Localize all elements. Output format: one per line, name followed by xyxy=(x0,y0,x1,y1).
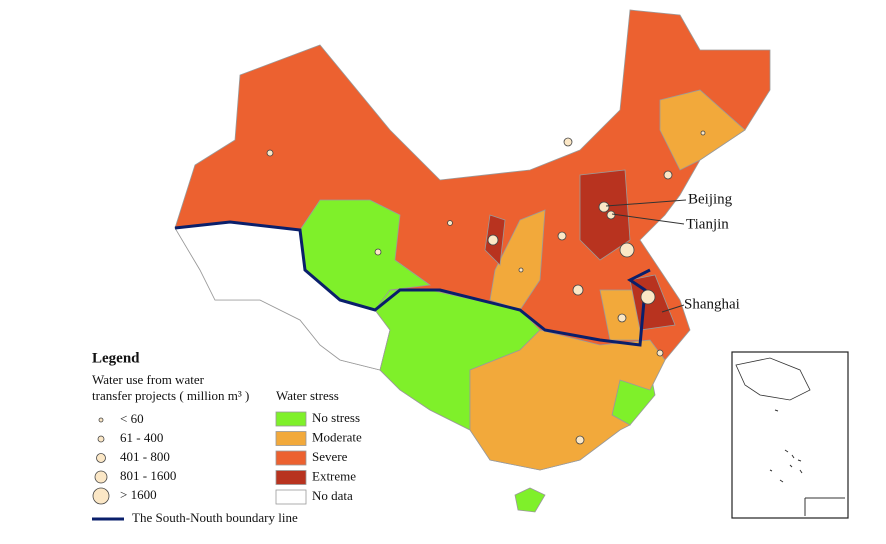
city-labels: Beijing Tianjin Shanghai xyxy=(605,191,740,313)
stress-label: Extreme xyxy=(312,468,356,483)
dot xyxy=(575,435,585,445)
region-moderate xyxy=(659,89,746,171)
dot xyxy=(572,284,584,296)
size-symbol xyxy=(98,417,104,423)
inset-frame xyxy=(731,351,849,519)
inset-outline xyxy=(735,357,811,401)
size-symbol xyxy=(96,453,106,463)
dot xyxy=(598,201,610,213)
city-label: Beijing xyxy=(688,191,733,207)
dot xyxy=(656,349,664,357)
regions xyxy=(174,9,771,513)
stress-label: No stress xyxy=(312,410,360,425)
size-symbol xyxy=(92,487,110,505)
stress-swatch xyxy=(275,450,307,466)
legend: Legend Water use from water transfer pro… xyxy=(92,350,362,525)
city-label: Tianjin xyxy=(686,216,729,232)
size-label: > 1600 xyxy=(120,487,157,502)
leader-line xyxy=(661,304,685,313)
stress-swatch xyxy=(275,470,307,485)
stress-label: No data xyxy=(312,488,353,503)
stress-label: Moderate xyxy=(312,429,362,444)
size-title: transfer projects ( million m³ ) xyxy=(92,388,249,403)
size-label: 801 - 1600 xyxy=(120,468,176,483)
city-label: Shanghai xyxy=(684,296,740,312)
dot xyxy=(518,267,524,273)
size-label: < 60 xyxy=(120,411,144,426)
dot xyxy=(557,231,567,241)
boundary-label: The South-Nouth boundary line xyxy=(132,510,298,525)
dot xyxy=(640,289,656,305)
inset-islands xyxy=(769,409,803,483)
size-symbol xyxy=(97,435,105,443)
dot xyxy=(447,220,453,226)
dot xyxy=(700,130,706,136)
stress-title: Water stress xyxy=(276,388,339,403)
dot xyxy=(619,242,635,258)
dot xyxy=(606,210,616,220)
dot xyxy=(487,234,499,246)
legend-title: Legend xyxy=(92,350,140,366)
stress-label: Severe xyxy=(312,449,348,464)
size-title: Water use from water xyxy=(92,372,205,387)
boundary-line xyxy=(174,220,651,347)
leader-line xyxy=(605,199,687,207)
leader-line xyxy=(611,213,685,225)
region-extreme xyxy=(579,169,631,261)
stress-swatch xyxy=(275,411,307,427)
dot xyxy=(563,137,573,147)
dot xyxy=(617,313,627,323)
size-label: 61 - 400 xyxy=(120,430,163,445)
water-use-dots xyxy=(266,130,706,445)
size-symbol xyxy=(94,470,108,484)
size-label: 401 - 800 xyxy=(120,449,170,464)
stress-swatch xyxy=(275,431,307,446)
stress-swatch xyxy=(275,489,307,505)
region-no-stress xyxy=(514,487,546,513)
inset-box xyxy=(804,497,845,516)
dot xyxy=(663,170,673,180)
dot xyxy=(374,248,382,256)
dot xyxy=(266,149,274,157)
inset-map xyxy=(731,351,849,519)
